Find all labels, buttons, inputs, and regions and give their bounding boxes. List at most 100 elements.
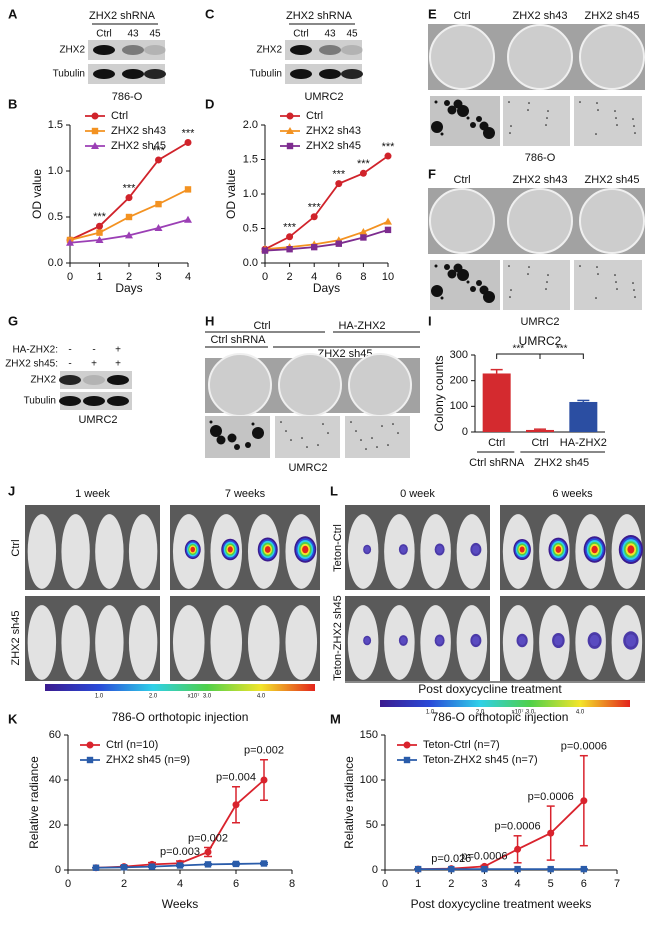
colony (527, 273, 529, 275)
y-tick-label: 100 (360, 774, 378, 786)
blot-band (59, 375, 81, 385)
annotation: p=0.002 (188, 832, 228, 844)
legend-label: Ctrl (306, 110, 323, 122)
x-axis-label: Days (313, 281, 340, 295)
x-tick-label: 7 (614, 878, 620, 890)
colony (440, 132, 444, 136)
x-axis-label: Weeks (162, 897, 198, 911)
legend-label: ZHX2 sh43 (111, 125, 166, 137)
colony (596, 266, 598, 268)
y-axis-label: Relative radiance (27, 756, 41, 849)
micrograph (503, 260, 570, 310)
mouse (347, 605, 379, 680)
colony (509, 296, 511, 298)
plate-label: ZHX2 sh43 (512, 10, 567, 22)
blot-image (285, 40, 362, 60)
panel-letter: C (205, 6, 215, 21)
cell-line: 786-O (112, 91, 143, 103)
marker (92, 864, 100, 871)
colorbar-tick: 1.0 (426, 710, 435, 716)
y-tick-label: 1.0 (48, 165, 63, 177)
colony (633, 125, 635, 127)
colony (615, 117, 617, 119)
blot-band (93, 45, 115, 55)
marker (154, 224, 163, 232)
y-tick-label: 20 (49, 819, 61, 831)
colony (327, 432, 329, 434)
subgroup-label: ZHX2 sh45 (317, 348, 372, 360)
condition-sign: + (91, 359, 97, 370)
annotation: *** (357, 158, 371, 170)
x-axis-label: Days (115, 281, 142, 295)
x-tick-label: 5 (548, 878, 554, 890)
annotation: p=0.0006 (494, 821, 540, 833)
colony (227, 433, 237, 443)
colony (431, 121, 443, 133)
blot-image (88, 40, 165, 60)
y-tick-label: 0.5 (48, 211, 63, 223)
marker (204, 848, 212, 856)
blot-band (144, 45, 166, 55)
colony (632, 118, 634, 120)
marker (547, 865, 554, 873)
x-tick-label: HA-ZHX2 (560, 437, 607, 449)
marker (204, 861, 212, 868)
colony (546, 281, 548, 283)
colony (479, 121, 489, 131)
legend-label: ZHX2 sh45 (306, 140, 361, 152)
plate (208, 353, 272, 417)
y-tick-label: 0.0 (243, 257, 258, 269)
series-line (264, 229, 389, 252)
colony (528, 266, 530, 268)
plate-label: Ctrl (453, 174, 470, 186)
group-label: Ctrl shRNA (469, 457, 525, 469)
marker (403, 741, 411, 749)
x-tick-label: 2 (448, 878, 454, 890)
colony (634, 296, 636, 298)
marker (95, 236, 104, 243)
y-tick-label: 50 (366, 819, 378, 831)
colony (431, 285, 443, 297)
chart-title: 786-O orthotopic injection (112, 710, 249, 724)
marker (335, 240, 342, 247)
series-line (264, 155, 389, 251)
colony (466, 280, 470, 284)
colony (322, 423, 324, 425)
annotation: *** (182, 127, 196, 139)
colony (355, 430, 357, 432)
colony (434, 264, 438, 268)
annotation: *** (332, 169, 346, 181)
blot-band (144, 69, 166, 79)
panel-letter: K (8, 711, 18, 726)
x-tick-label: 3 (155, 271, 161, 283)
mouse (27, 514, 57, 589)
marker (286, 246, 293, 253)
colony (444, 264, 450, 270)
colony (365, 448, 367, 450)
plate (429, 24, 495, 90)
y-tick-label: 60 (49, 729, 61, 741)
signal (472, 636, 480, 645)
condition-sign: - (92, 345, 95, 356)
marker (310, 213, 318, 221)
mouse (128, 514, 158, 589)
plate (579, 188, 645, 254)
marker (91, 127, 99, 135)
colorbar-tick: 2.0 (149, 694, 158, 700)
colony (510, 125, 512, 127)
plate (278, 353, 342, 417)
annotation: p=0.003 (160, 846, 200, 858)
colorbar (380, 700, 630, 707)
colony (301, 437, 303, 439)
signal (400, 545, 407, 554)
x-tick-label: 3 (481, 878, 487, 890)
mouse (285, 605, 318, 680)
blot-title: ZHX2 shRNA (89, 10, 156, 22)
series-line (264, 220, 389, 251)
time-label: 7 weeks (225, 488, 266, 500)
marker (514, 845, 522, 853)
marker (125, 213, 133, 221)
annotation: p=0.002 (244, 745, 284, 757)
annotation: p=0.004 (216, 772, 256, 784)
colony (381, 425, 383, 427)
